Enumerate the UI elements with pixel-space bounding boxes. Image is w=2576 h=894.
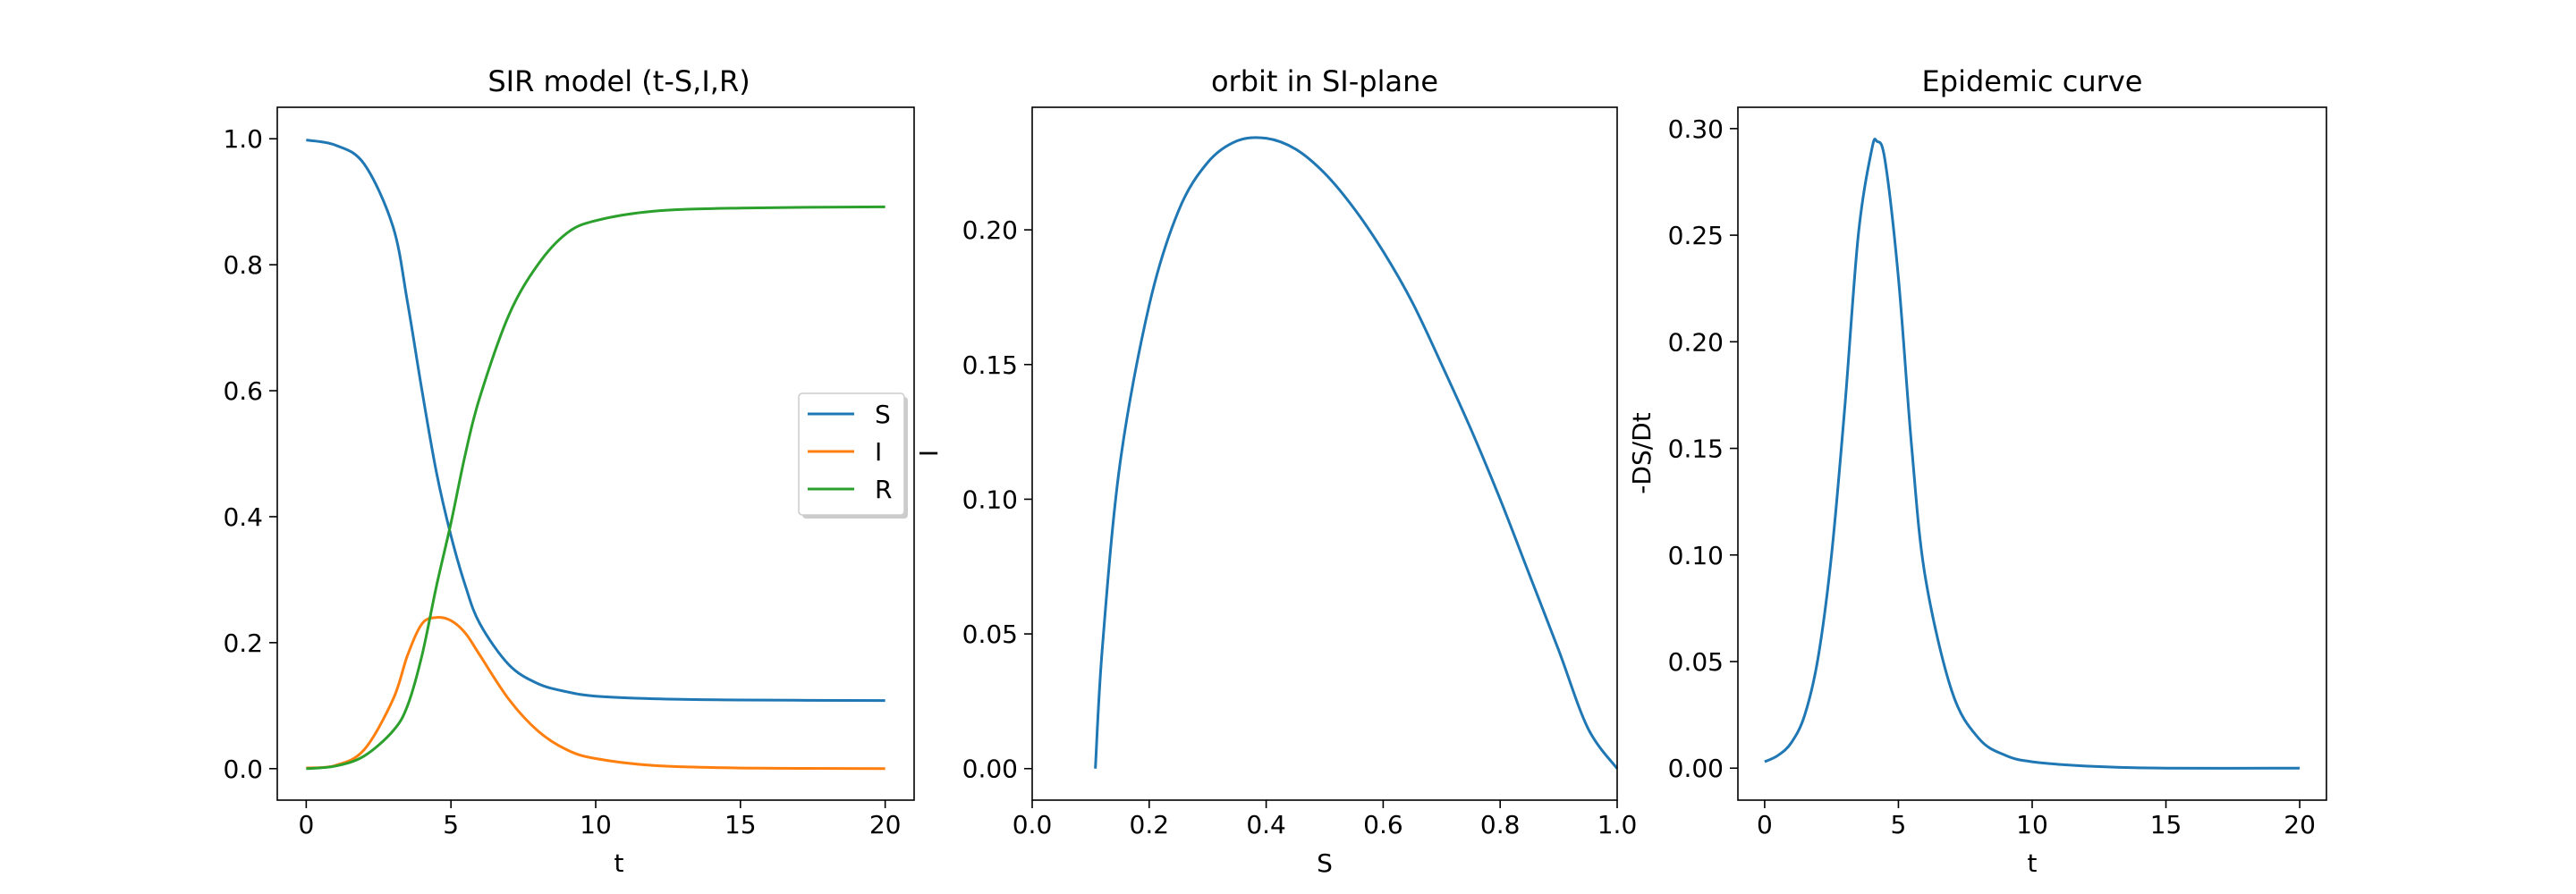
series-line-0 (1764, 138, 2301, 770)
chart-title: SIR model (t-S,I,R) (487, 64, 750, 98)
x-tick-label: 0.2 (1130, 810, 1170, 839)
series-s-line (306, 139, 886, 703)
y-tick-label: 0.05 (962, 620, 1018, 649)
y-axis-label: I (914, 450, 944, 457)
x-tick-label: 0.4 (1246, 810, 1286, 839)
y-axis: 0.00 0.05 0.10 0.15 0.20 0.25 0.30 (1668, 114, 1738, 783)
x-tick-label: 20 (2284, 810, 2316, 839)
legend: S I R (798, 392, 908, 519)
y-tick-label: 0.10 (1668, 541, 1724, 570)
series-lines (1094, 136, 1619, 770)
legend-label-i: I (875, 437, 882, 467)
y-tick-label: 0.0 (223, 755, 263, 784)
x-tick-label: 5 (1891, 810, 1907, 839)
x-tick-label: 20 (869, 810, 902, 839)
x-tick-label: 1.0 (1597, 810, 1638, 839)
series-r-line (306, 205, 886, 771)
x-axis: 0.0 0.2 0.4 0.6 0.8 1.0 (1013, 800, 1638, 839)
x-tick-label: 10 (580, 810, 612, 839)
x-tick-label: 5 (443, 810, 459, 839)
series-i-line (306, 616, 886, 771)
y-tick-label: 0.00 (962, 755, 1018, 784)
x-axis-label: t (2028, 848, 2038, 878)
series-lines (306, 139, 886, 771)
legend-label-s: S (875, 400, 891, 429)
epidemic-curve-chart: Epidemic curve 0 5 10 15 20 0.00 0.05 0.10 0.15… (1627, 64, 2327, 878)
x-tick-label: 10 (2016, 810, 2048, 839)
y-tick-label: 0.15 (1668, 434, 1724, 464)
x-axis-label: S (1317, 848, 1333, 878)
y-tick-label: 0.30 (1668, 114, 1724, 144)
y-tick-label: 0.20 (1668, 327, 1724, 357)
legend-entry-s: S (808, 400, 891, 429)
y-tick-label: 0.25 (1668, 221, 1724, 250)
series-lines (1764, 138, 2301, 770)
y-axis: 0.00 0.05 0.10 0.15 0.20 (962, 215, 1032, 784)
chart-title: Epidemic curve (1922, 64, 2143, 98)
legend-label-r: R (875, 475, 892, 504)
y-tick-label: 0.4 (223, 502, 263, 532)
x-axis: 0 5 10 15 20 (1757, 800, 2316, 839)
x-tick-label: 0 (1757, 810, 1773, 839)
legend-entry-i: I (808, 437, 882, 467)
plot-area (1031, 106, 1618, 801)
series-line-0 (1094, 136, 1619, 770)
x-tick-label: 15 (724, 810, 757, 839)
y-tick-label: 0.6 (223, 376, 263, 406)
y-tick-label: 1.0 (223, 124, 263, 154)
si-orbit-chart: orbit in SI-plane 0.0 0.2 0.4 0.6 0.8 1.0 0.0… (914, 64, 1637, 878)
sir-time-chart: SIR model (t-S,I,R) 0 5 10 15 20 0.00.20.40.… (223, 64, 915, 878)
y-tick-label: 0.15 (962, 350, 1018, 380)
x-tick-label: 0.0 (1013, 810, 1053, 839)
x-tick-label: 0.8 (1480, 810, 1521, 839)
y-tick-label: 0.20 (962, 215, 1018, 245)
legend-entry-r: R (808, 475, 892, 504)
y-tick-label: 0.10 (962, 485, 1018, 514)
y-axis-label: -DS/Dt (1627, 412, 1657, 493)
y-tick-label: 0.8 (223, 250, 263, 280)
y-tick-label: 0.2 (223, 628, 263, 658)
x-axis: 0 5 10 15 20 (298, 800, 901, 839)
y-tick-label: 0.00 (1668, 754, 1724, 783)
y-axis: 0.0 0.2 0.4 0.6 0.8 1.0 (223, 124, 277, 784)
x-axis-label: t (614, 848, 624, 878)
x-tick-label: 0 (298, 810, 314, 839)
x-tick-label: 0.6 (1363, 810, 1403, 839)
x-tick-label: 15 (2150, 810, 2182, 839)
chart-title: orbit in SI-plane (1211, 64, 1438, 98)
y-tick-label: 0.05 (1668, 647, 1724, 677)
